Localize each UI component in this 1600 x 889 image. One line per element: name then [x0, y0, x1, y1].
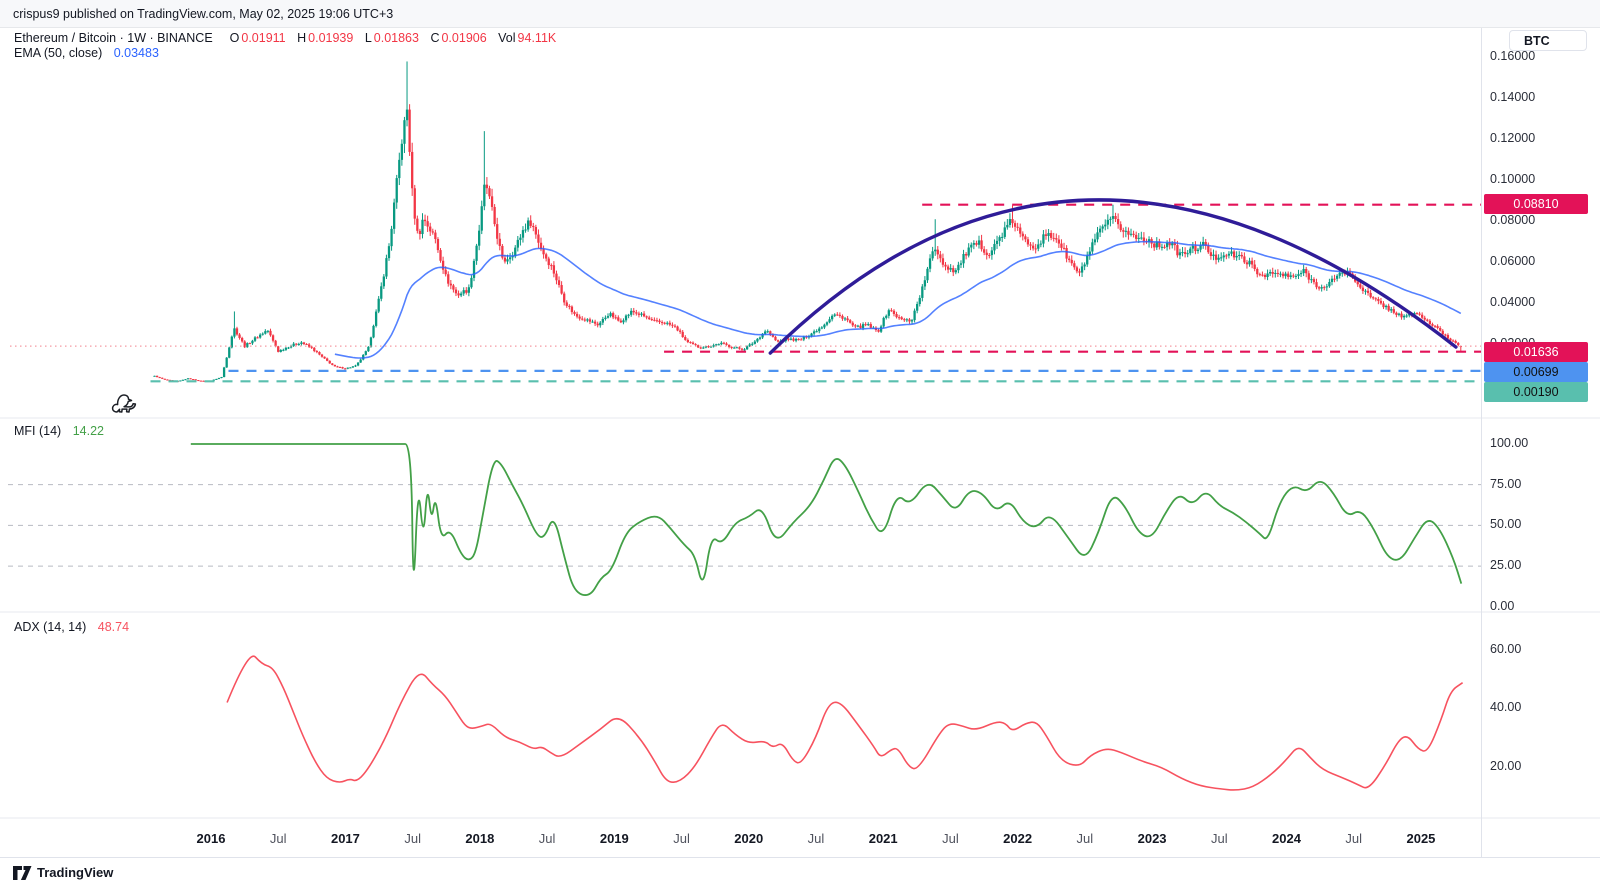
- price-tick-label: 0.14000: [1490, 90, 1536, 105]
- high-label: H: [297, 31, 307, 45]
- currency-toggle-button[interactable]: BTC: [1509, 30, 1587, 51]
- volume-label: Vol: [498, 31, 516, 45]
- mfi-tick-label: 75.00: [1490, 476, 1522, 491]
- main-series-legend[interactable]: Ethereum / Bitcoin · 1W · BINANCE O 0.019…: [14, 31, 556, 45]
- mfi-legend[interactable]: MFI (14) 14.22: [14, 424, 104, 438]
- time-label-year: 2023: [1137, 831, 1167, 846]
- time-label-year: 2019: [599, 831, 629, 846]
- price-tick-label: 0.16000: [1490, 49, 1536, 64]
- price-axis[interactable]: BTC 0.16000 0.14000 0.12000 0.10000 0.08000 0…: [1481, 28, 1600, 857]
- time-label-jul: Jul: [807, 831, 825, 846]
- time-label-year: 2017: [330, 831, 360, 846]
- price-tick-label: 0.12000: [1490, 131, 1536, 146]
- time-label-year: 2022: [1003, 831, 1033, 846]
- time-label-year: 2025: [1406, 831, 1436, 846]
- price-tick-label: 0.06000: [1490, 254, 1536, 269]
- high-value: 0.01939: [308, 31, 354, 45]
- volume-value: 94.11K: [517, 31, 557, 45]
- open-value: 0.01911: [241, 31, 286, 45]
- mfi-value: 14.22: [72, 424, 104, 438]
- ema-value: 0.03483: [113, 46, 159, 60]
- ema-label: EMA (50, close): [14, 46, 103, 60]
- dinosaur-sticker-icon[interactable]: [110, 389, 144, 417]
- mfi-tick-label: 50.00: [1490, 517, 1522, 532]
- mfi-tick-label: 0.00: [1490, 598, 1515, 613]
- time-label-jul: Jul: [538, 831, 556, 846]
- time-label-year: 2021: [868, 831, 898, 846]
- adx-label: ADX (14, 14): [14, 620, 87, 634]
- ema-legend[interactable]: EMA (50, close) 0.03483: [14, 46, 159, 60]
- price-tick-label: 0.10000: [1490, 172, 1536, 187]
- close-value: 0.01906: [441, 31, 487, 45]
- time-label-jul: Jul: [942, 831, 959, 846]
- time-label-year: 2016: [196, 831, 226, 846]
- low-label: L: [364, 31, 372, 45]
- time-label-jul: Jul: [269, 831, 287, 846]
- time-label-jul: Jul: [1210, 831, 1228, 846]
- price-tick-label: 0.04000: [1490, 295, 1536, 310]
- tradingview-logo-icon: [13, 865, 32, 880]
- time-label-year: 2024: [1272, 831, 1301, 846]
- adx-legend[interactable]: ADX (14, 14) 48.74: [14, 620, 129, 634]
- attribution-text: crispus9 published on TradingView.com, M…: [13, 7, 394, 21]
- adx-value: 48.74: [97, 620, 130, 634]
- time-label-year: 2020: [734, 831, 764, 846]
- adx-tick-label: 40.00: [1490, 700, 1522, 715]
- adx-tick-label: 20.00: [1490, 759, 1522, 773]
- close-label: C: [430, 31, 440, 45]
- footer-bar: TradingView: [0, 857, 1600, 889]
- time-label-jul: Jul: [1076, 831, 1094, 846]
- mfi-label: MFI (14): [14, 424, 62, 438]
- price-level-badge: 0.00699: [1484, 362, 1588, 382]
- time-label-year: 2018: [465, 831, 495, 846]
- attribution-bar: crispus9 published on TradingView.com, M…: [0, 0, 1600, 28]
- price-tick-label: 0.08000: [1490, 213, 1536, 228]
- price-level-badge: 0.01636: [1484, 342, 1588, 362]
- open-label: O: [229, 31, 240, 45]
- tradingview-logo[interactable]: TradingView: [13, 865, 113, 880]
- adx-tick-label: 60.00: [1490, 641, 1522, 656]
- time-label-jul: Jul: [673, 831, 690, 846]
- time-axis[interactable]: 2016 Jul 2017 Jul 2018 Jul 2019 Jul 2020 Jul 2021 J…: [0, 819, 1481, 857]
- low-value: 0.01863: [373, 31, 419, 45]
- price-level-badge: 0.00190: [1484, 382, 1588, 402]
- tradingview-logo-text: TradingView: [37, 865, 114, 880]
- time-label-jul: Jul: [404, 831, 421, 846]
- ohlc-values: O 0.01911 H 0.01939 L 0.01863 C 0.01906 Vol 9…: [228, 31, 557, 45]
- mfi-tick-label: 25.00: [1490, 558, 1522, 573]
- symbol-title: Ethereum / Bitcoin · 1W · BINANCE: [14, 31, 213, 45]
- mfi-tick-label: 100.00: [1490, 435, 1529, 450]
- price-level-badge: 0.08810: [1484, 194, 1588, 214]
- time-label-jul: Jul: [1345, 831, 1363, 846]
